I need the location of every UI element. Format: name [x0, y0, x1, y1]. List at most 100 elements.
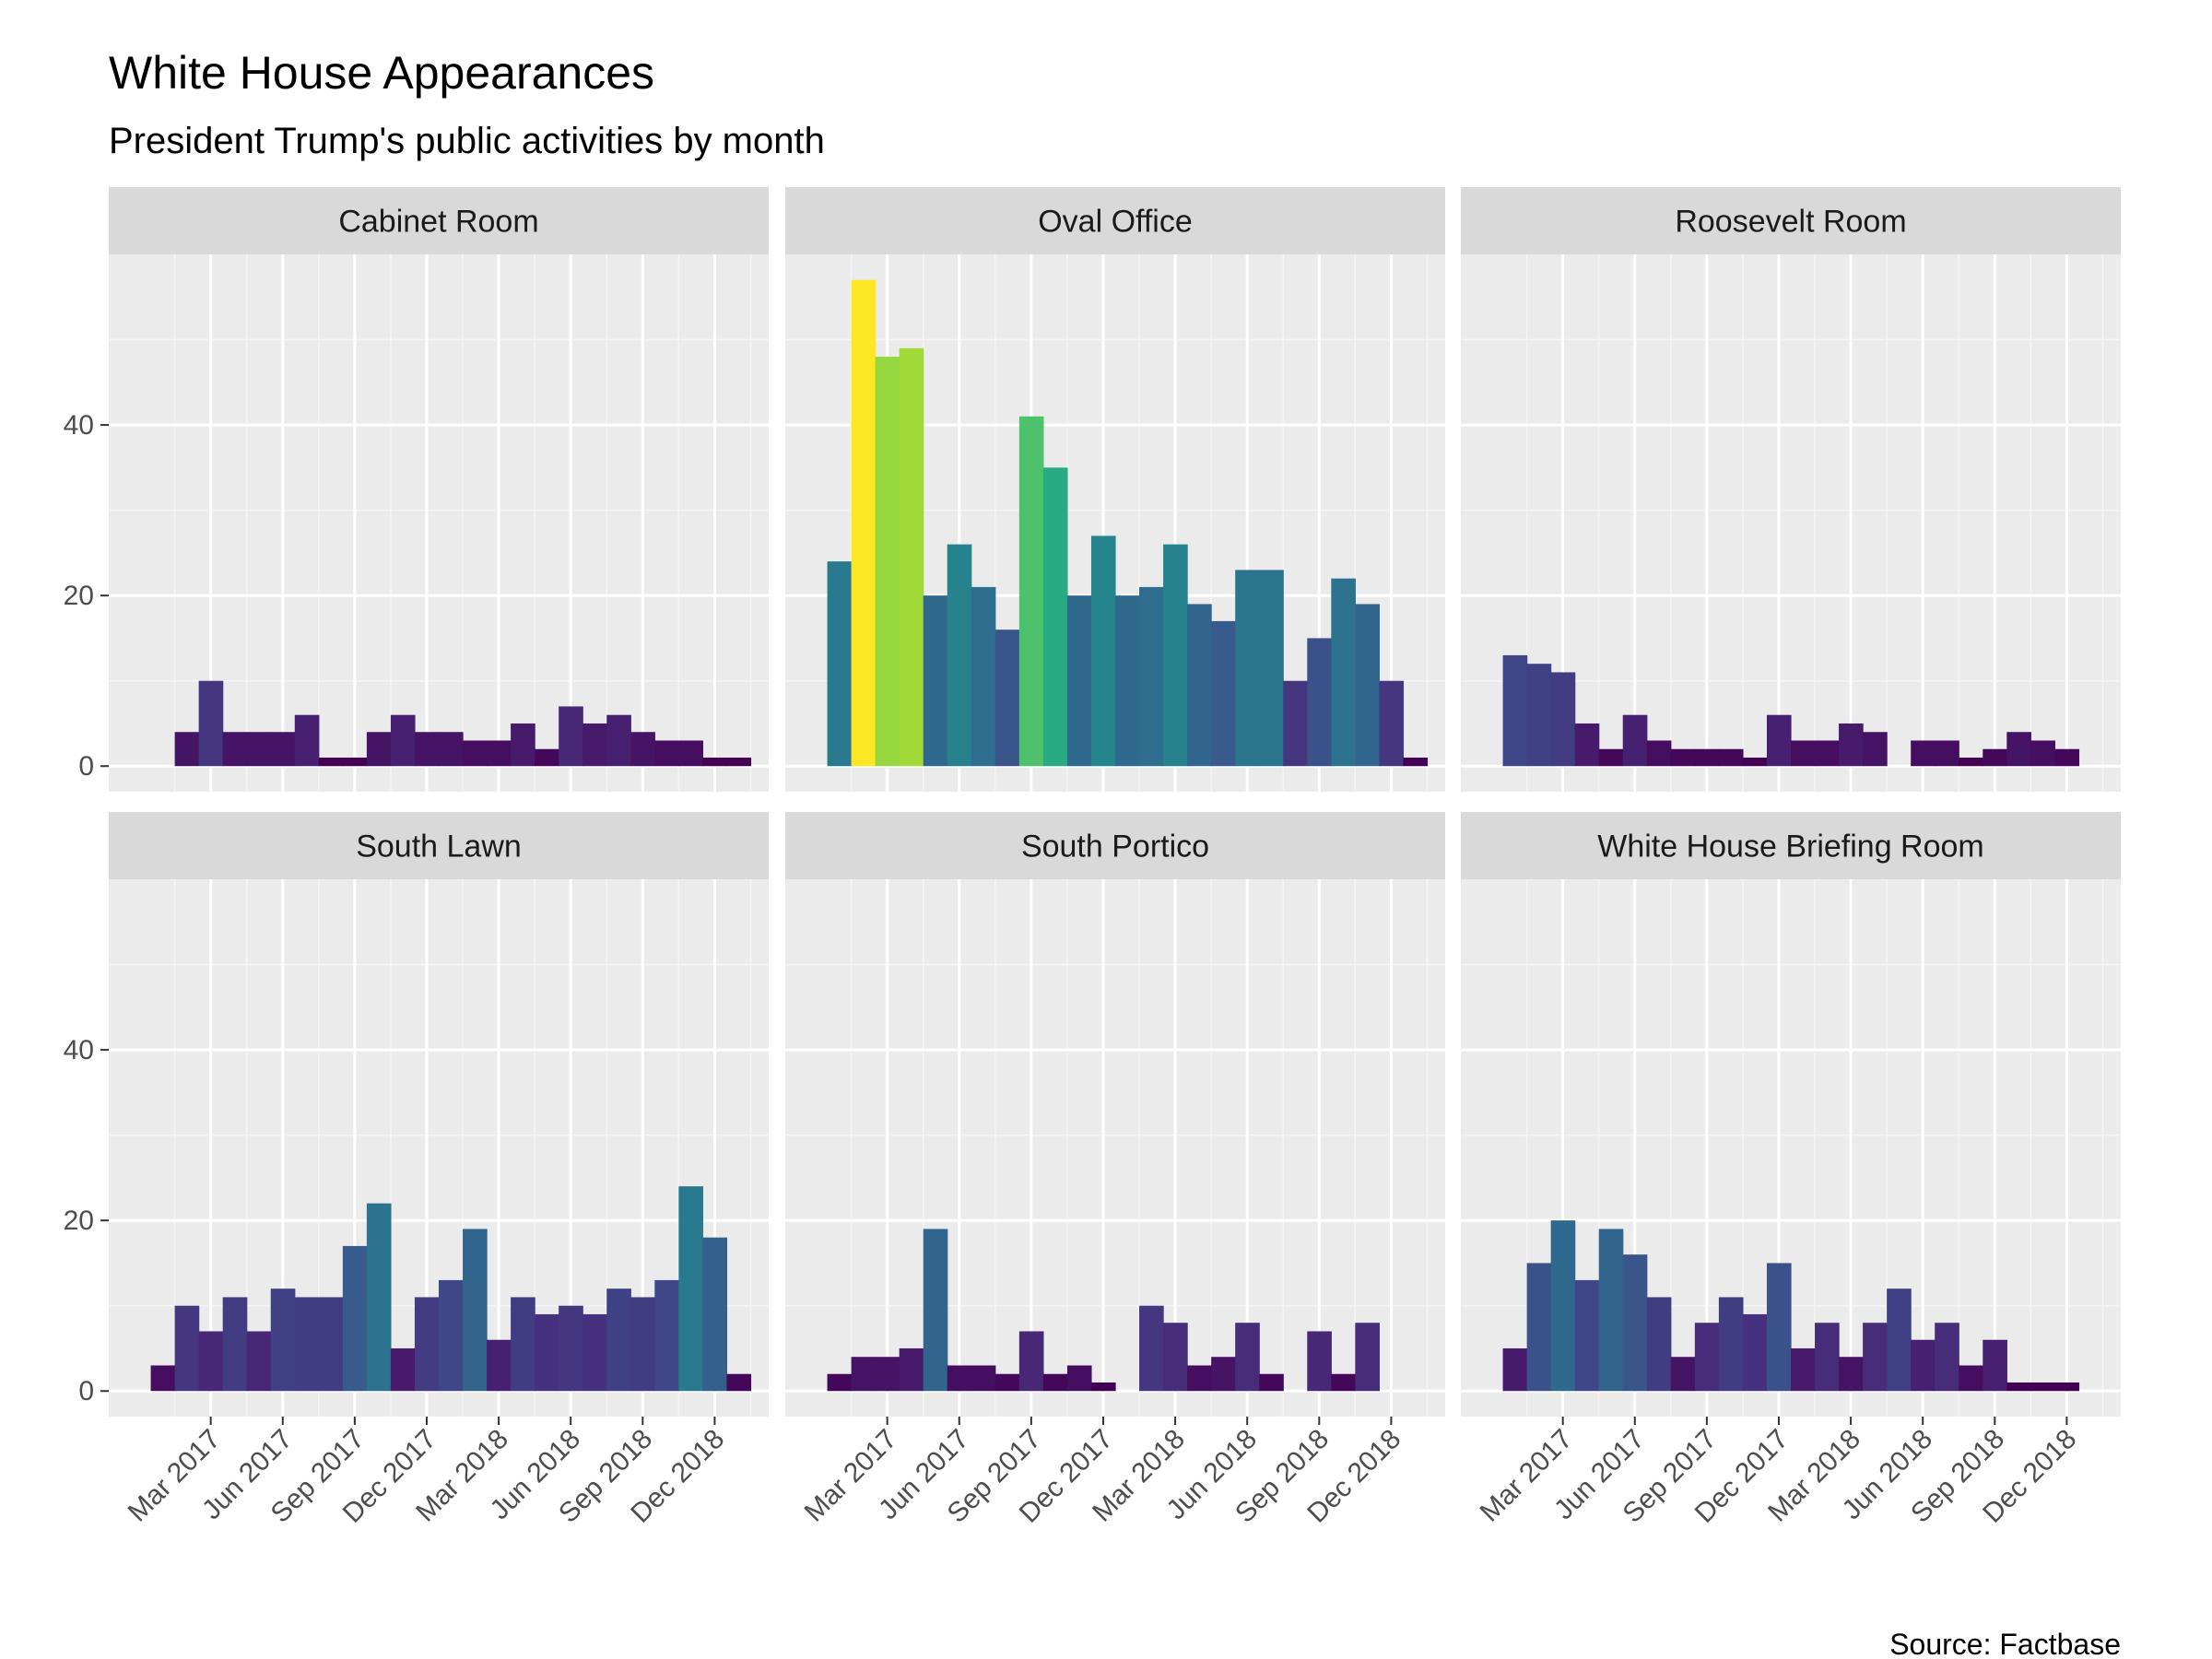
bar-sep-2017: [342, 1245, 368, 1392]
bar-jul-2017: [294, 1297, 320, 1392]
bar-jun-2017: [947, 544, 972, 767]
bar-jan-2018: [1115, 595, 1140, 767]
bar-aug-2018: [606, 714, 631, 767]
bar-jan-2018: [1791, 740, 1816, 767]
bar-oct-2018: [654, 740, 679, 767]
bar-may-2018: [1211, 1357, 1236, 1392]
bar-nov-2017: [1066, 595, 1092, 767]
bar-sep-2018: [1983, 1339, 2007, 1392]
bar-oct-2018: [2006, 1382, 2031, 1392]
bar-jan-2017: [827, 561, 853, 767]
bar-apr-2017: [899, 347, 924, 767]
bar-jan-2017: [1502, 654, 1528, 767]
bar-jan-2017: [827, 1373, 853, 1392]
bar-sep-2017: [1694, 748, 1720, 767]
chart-title: White House Appearances: [109, 47, 654, 99]
bar-apr-2018: [1863, 1323, 1888, 1392]
bar-nov-2018: [678, 740, 703, 767]
bar-nov-2018: [678, 1186, 703, 1392]
bar-feb-2018: [1815, 740, 1840, 767]
bar-oct-2017: [1042, 1373, 1068, 1392]
bar-jun-2017: [947, 1365, 972, 1392]
bar-feb-2017: [1526, 1263, 1552, 1392]
facet-strip-label: Roosevelt Room: [1675, 205, 1906, 240]
bar-feb-2017: [851, 1357, 877, 1392]
bar-jul-2018: [1935, 740, 1959, 767]
bar-mar-2017: [875, 1357, 900, 1392]
bar-mar-2017: [198, 680, 224, 767]
bar-jan-2018: [439, 1279, 464, 1392]
bar-sep-2017: [342, 757, 368, 767]
bar-oct-2018: [2006, 732, 2031, 767]
bar-feb-2017: [1526, 664, 1552, 767]
bar-jul-2017: [971, 586, 996, 767]
plot-background: [785, 879, 1445, 1417]
bar-oct-2018: [1331, 578, 1356, 767]
bar-apr-2018: [1187, 1365, 1212, 1392]
bar-aug-2018: [1283, 680, 1308, 767]
facet-panel-1: Oval Office: [785, 187, 1445, 792]
bar-aug-2018: [1959, 757, 1983, 767]
bar-nov-2017: [390, 714, 416, 767]
bar-nov-2017: [1742, 1313, 1768, 1392]
bar-jun-2018: [1911, 740, 1936, 767]
bar-mar-2018: [487, 1339, 512, 1392]
bar-jan-2018: [1791, 1347, 1816, 1392]
bar-dec-2017: [414, 1297, 440, 1392]
bar-aug-2017: [1670, 1357, 1696, 1392]
bar-aug-2017: [1670, 748, 1696, 767]
bar-may-2018: [1887, 1288, 1912, 1392]
bar-nov-2018: [1355, 604, 1380, 767]
bar-oct-2017: [366, 732, 392, 767]
bar-apr-2017: [899, 1347, 924, 1392]
bar-feb-2018: [1139, 1305, 1164, 1392]
facet-strip: [109, 187, 769, 254]
facet-panels: Cabinet Room 0 20 40 Oval Office Roosevelt Ro…: [64, 187, 2121, 1529]
bar-jun-2018: [1235, 570, 1260, 767]
y-tick-label: 40: [64, 1035, 94, 1065]
bar-sep-2018: [630, 1297, 655, 1392]
chart-subtitle: President Trump's public activities by m…: [109, 121, 825, 161]
bar-jan-2017: [150, 1365, 176, 1392]
bar-may-2018: [1211, 620, 1236, 767]
bar-jan-2019: [726, 1373, 752, 1392]
bar-aug-2017: [318, 1297, 344, 1392]
bar-jun-2018: [1235, 1323, 1260, 1392]
bar-nov-2017: [390, 1347, 416, 1392]
bar-sep-2018: [1307, 1331, 1332, 1392]
bar-sep-2018: [1983, 748, 2007, 767]
bar-apr-2017: [1574, 723, 1600, 767]
bar-jul-2018: [582, 1313, 607, 1392]
bar-nov-2018: [1355, 1323, 1380, 1392]
bar-dec-2018: [702, 1237, 728, 1392]
bar-nov-2018: [2030, 740, 2055, 767]
bar-aug-2017: [318, 757, 344, 767]
bar-jun-2018: [1911, 1339, 1936, 1392]
bar-oct-2018: [1331, 1373, 1356, 1392]
bar-aug-2017: [994, 1373, 1020, 1392]
bar-sep-2017: [1694, 1323, 1720, 1392]
bar-nov-2017: [1742, 757, 1768, 767]
bar-mar-2017: [875, 357, 900, 767]
bar-dec-2017: [414, 732, 440, 767]
bar-feb-2018: [463, 740, 488, 767]
bar-feb-2017: [174, 732, 200, 767]
bar-aug-2017: [994, 629, 1020, 767]
y-tick-label: 0: [78, 1376, 94, 1406]
facet-strip-label: South Portico: [1021, 830, 1209, 865]
bar-jun-2018: [559, 706, 583, 767]
bar-aug-2018: [606, 1288, 631, 1392]
bar-may-2017: [923, 1229, 948, 1392]
bar-apr-2017: [1574, 1279, 1600, 1392]
bar-jun-2017: [1622, 714, 1648, 767]
facet-strip: [1461, 812, 2121, 879]
bar-jul-2017: [971, 1365, 996, 1392]
bar-feb-2018: [463, 1229, 488, 1392]
bar-dec-2018: [1379, 680, 1405, 767]
bar-apr-2018: [1863, 732, 1888, 767]
bar-sep-2018: [1307, 638, 1332, 767]
bar-jan-2017: [1502, 1347, 1528, 1392]
